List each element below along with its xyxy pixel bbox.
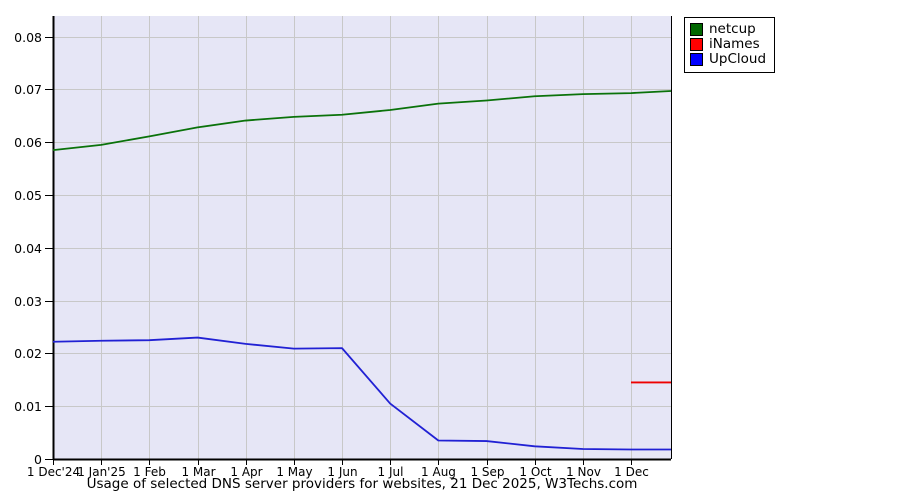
plot-background [53,16,671,459]
upcloud-swatch-icon [690,53,703,66]
x-tick-label: 1 Mar [181,465,215,479]
x-tick-label: 1 Dec'24 [27,465,80,479]
y-tick-label: 0.04 [14,241,42,256]
y-tick-label: 0.07 [14,82,42,97]
y-tick-label: 0.05 [14,188,42,203]
x-tick-label: 1 Apr [230,465,262,479]
y-tick-label: 0.01 [14,399,42,414]
chart-title: Usage of selected DNS server providers f… [86,476,638,492]
legend-item-inames: iNames [690,37,766,52]
x-tick-label: 1 Jun [327,465,357,479]
upcloud-line [52,336,671,451]
x-tick-label: 1 Nov [566,465,601,479]
x-tick-label: 1 Jan'25 [77,465,126,479]
x-tick-label: 1 Sep [470,465,504,479]
inames-swatch-icon [690,38,703,51]
x-tick-label: 1 Feb [133,465,166,479]
legend-item-netcup: netcup [690,22,766,37]
x-tick-label: 1 Jul [378,465,404,479]
legend-label-upcloud: UpCloud [709,51,767,67]
y-tick-label: 0 [34,452,42,467]
legend-label-netcup: netcup [709,21,756,37]
x-tick-label: 1 Dec [614,465,649,479]
netcup-swatch-icon [690,23,703,36]
x-tick-label: 1 Oct [519,465,551,479]
netcup-line [52,90,672,152]
legend-item-upcloud: UpCloud [690,52,766,67]
x-tick-label: 1 May [276,465,312,479]
y-tick-label: 0.03 [14,294,42,309]
y-tick-label: 0.08 [14,30,42,45]
y-tick-label: 0.02 [14,346,42,361]
legend-label-inames: iNames [709,36,760,52]
legend: netcup iNames UpCloud [684,17,776,73]
x-tick-label: 1 Aug [421,465,456,479]
y-tick-label: 0.06 [14,135,42,150]
